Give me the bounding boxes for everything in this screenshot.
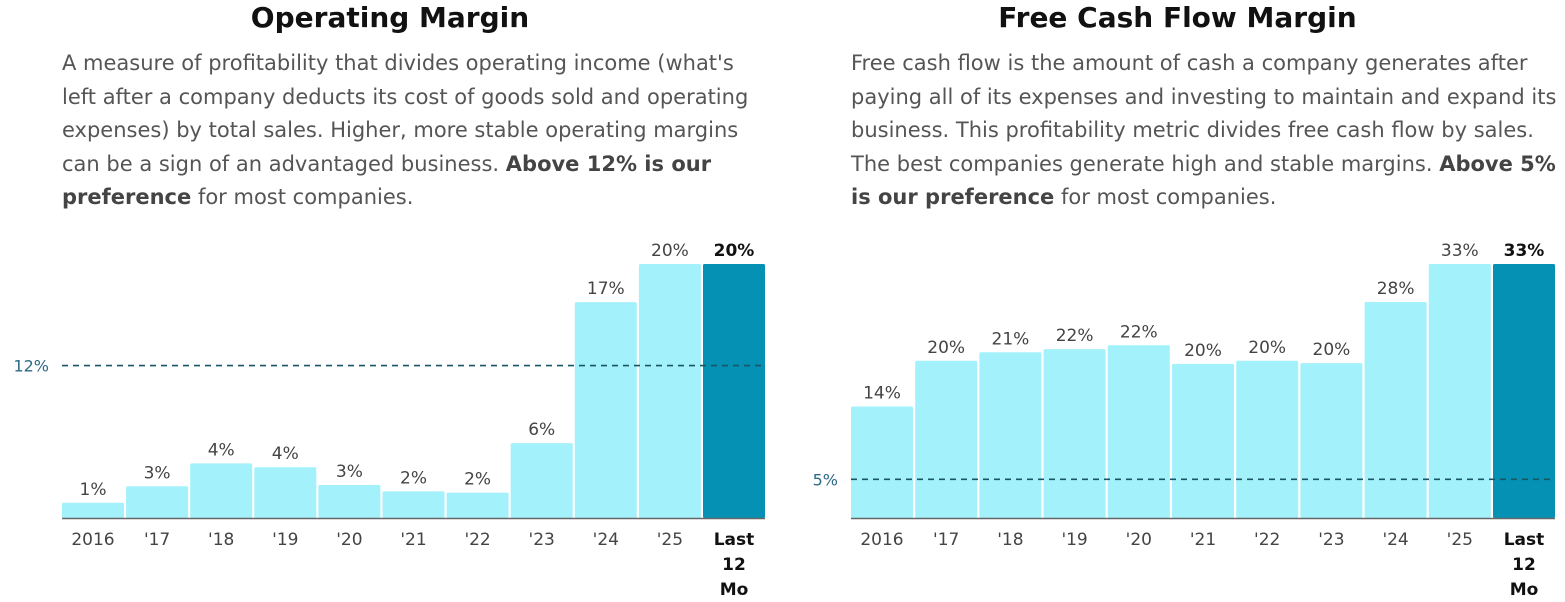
description-emphasis: Above 5% is our preference [851,151,1556,210]
x-tick-label: 2016 [71,530,114,550]
chart-description: Free cash flow is the amount of cash a c… [851,47,1563,215]
bar-value-label: 28% [1377,279,1415,299]
x-tick-label: Mo [720,580,749,600]
bar [1428,264,1491,518]
x-tick-label: '18 [208,530,234,550]
chart-description: A measure of profitability that divides … [62,47,774,215]
x-tick-label: '22 [464,530,490,550]
bar [1107,345,1170,518]
bar [851,406,913,518]
bar-value-label: 33% [1441,241,1479,261]
bar-value-label: 22% [1120,322,1158,342]
x-tick-label: '17 [933,530,959,550]
bar [446,492,509,518]
bar-value-label: 20% [1248,338,1286,358]
x-tick-label: '20 [336,530,362,550]
bar-value-label: 20% [1184,341,1222,361]
description-emphasis: Above 12% is our preference [62,151,712,210]
bar [1300,363,1363,518]
bar [1364,301,1427,518]
bar-value-label: 3% [336,462,363,482]
x-tick-label: '23 [529,530,555,550]
bar-value-label: 20% [1313,340,1351,360]
bar-value-label: 14% [863,383,901,403]
bar [126,486,189,518]
bar [703,264,765,518]
x-tick-label: '19 [272,530,298,550]
x-tick-label: '19 [1061,530,1087,550]
bar [190,463,253,518]
bar-value-label: 33% [1504,241,1545,261]
description-text: A measure of profitability that divides … [62,51,749,176]
bar [979,352,1042,518]
x-tick-label: 12 [722,555,746,575]
chart-title: Free Cash Flow Margin [998,1,1357,34]
x-tick-label: '24 [593,530,619,550]
x-tick-label: 2016 [860,530,903,550]
bar [1172,363,1234,518]
x-tick-label: 12 [1512,555,1536,575]
x-tick-label: '21 [1190,530,1216,550]
free-cash-flow-margin-bar-chart: 14% 2016 20% '17 21% '18 22% '19 22% '20 20% '21 20%… [813,241,1555,600]
x-tick-label: '25 [657,530,683,550]
bar-value-label: 17% [587,279,625,299]
bar-value-label: 20% [651,241,689,261]
bar [510,443,573,518]
bar-value-label: 3% [144,463,171,483]
x-tick-label: Last [1504,530,1545,550]
chart-title: Operating Margin [250,1,530,34]
bar-value-label: 4% [208,440,235,460]
operating-margin-bar-chart: 1% 2016 3% '17 4% '18 4% '19 3% '20 2% '21 2% '22 6% '2… [13,241,765,600]
bar-value-label: 22% [1056,326,1094,346]
bar [254,467,317,518]
bar-value-label: 4% [272,444,299,464]
bar-value-label: 2% [464,470,491,490]
x-tick-label: '24 [1382,530,1408,550]
description-tail: for most companies. [191,185,414,209]
x-tick-label: '21 [400,530,426,550]
bar [1493,264,1555,518]
x-tick-label: '23 [1318,530,1344,550]
x-tick-label: '22 [1254,530,1280,550]
bar-value-label: 20% [927,338,965,358]
x-tick-label: Last [714,530,755,550]
description-tail: for most companies. [1054,185,1277,209]
bar-value-label: 1% [80,480,107,500]
reference-line-label: 12% [13,357,49,376]
x-tick-label: '20 [1126,530,1152,550]
bar [574,302,637,518]
x-tick-label: '18 [997,530,1023,550]
x-tick-label: Mo [1510,580,1539,600]
bar-value-label: 2% [400,468,427,488]
bar-value-label: 6% [528,420,555,440]
bar [1043,349,1106,518]
bar-value-label: 21% [992,329,1030,349]
reference-line-label: 5% [813,470,838,489]
bar [382,491,445,518]
x-tick-label: '17 [144,530,170,550]
bar-value-label: 20% [714,241,755,261]
bar [915,360,978,518]
x-tick-label: '25 [1447,530,1473,550]
bar [318,484,381,518]
description-text: Free cash flow is the amount of cash a c… [851,51,1557,176]
bar [638,264,701,518]
bar [62,502,124,518]
bar [1236,360,1299,518]
